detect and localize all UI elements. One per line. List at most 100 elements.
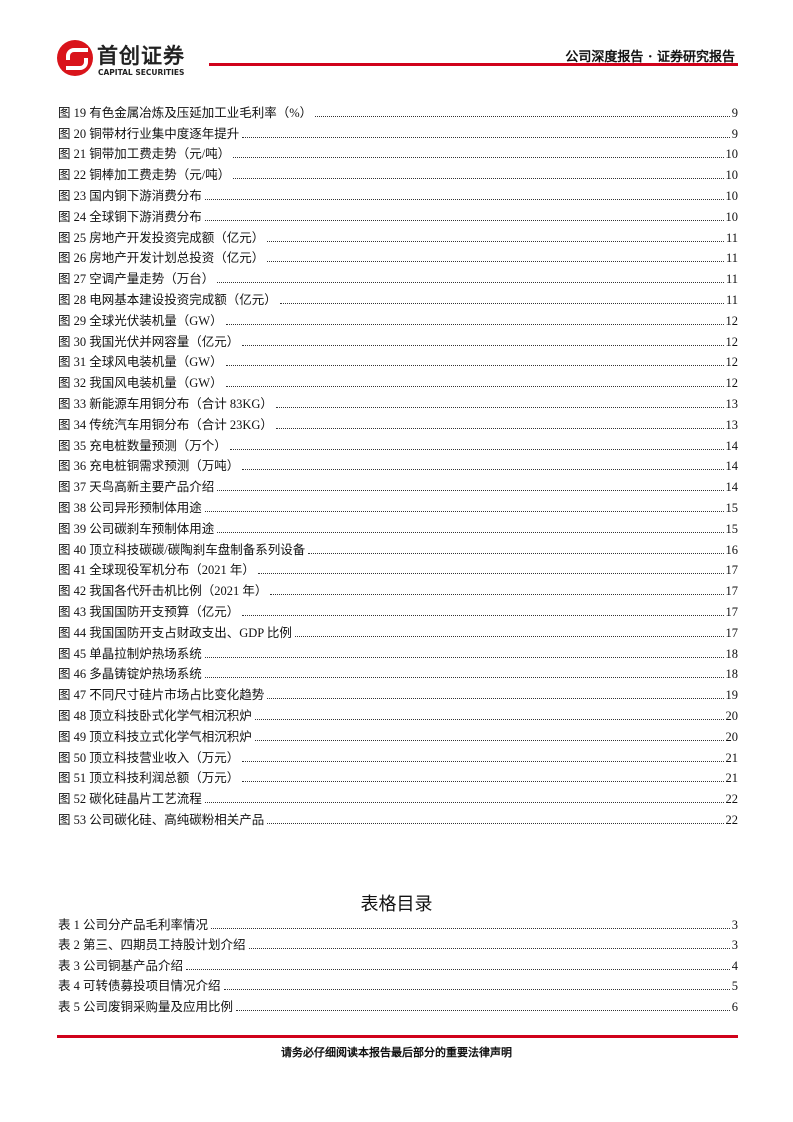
table-entry[interactable]: 表 1 公司分产品毛利率情况 3 [58,912,738,933]
entry-label: 图 49 顶立科技立式化学气相沉积炉 [58,729,252,744]
figure-entry[interactable]: 图 47 不同尺寸硅片市场占比变化趋势 19 [58,682,738,703]
logo-icon [57,40,93,76]
figure-entry[interactable]: 图 51 顶立科技利润总额（万元） 21 [58,766,738,787]
entry-label: 图 36 充电桩铜需求预测（万吨） [58,459,240,474]
entry-page-number: 18 [725,646,739,661]
entry-label: 图 50 顶立科技营业收入（万元） [58,750,240,765]
figure-entry[interactable]: 图 21 铜带加工费走势（元/吨） 10 [58,142,738,163]
dot-leader [204,219,724,221]
logo-text-cn: 首创证券 [97,44,185,68]
figure-entry[interactable]: 图 25 房地产开发投资完成额（亿元） 11 [58,225,738,246]
dot-leader [217,490,724,492]
entry-page-number: 11 [725,292,738,307]
figure-entry[interactable]: 图 29 全球光伏装机量（GW） 12 [58,308,738,329]
entry-label: 图 53 公司碳化硅、高纯碳粉相关产品 [58,812,265,827]
entry-label: 图 51 顶立科技利润总额（万元） [58,771,240,786]
dot-leader [294,635,724,637]
figure-entry[interactable]: 图 49 顶立科技立式化学气相沉积炉 20 [58,724,738,745]
figure-entry[interactable]: 图 38 公司异形预制体用途 15 [58,495,738,516]
dot-leader [236,1009,730,1011]
figure-entry[interactable]: 图 40 顶立科技碳碳/碳陶刹车盘制备系列设备 16 [58,537,738,558]
entry-page-number: 15 [725,521,739,536]
entry-label: 图 28 电网基本建设投资完成额（亿元） [58,292,277,307]
dot-leader [242,136,730,138]
entry-label: 图 19 有色金属冶炼及压延加工业毛利率（%） [58,105,313,120]
entry-page-number: 12 [725,334,739,349]
entry-label: 图 41 全球现役军机分布（2021 年） [58,563,255,578]
dot-leader [254,718,724,720]
entry-page-number: 6 [731,999,738,1014]
dot-leader [217,282,724,284]
report-type-title: 公司深度报告 · 证券研究报告 [565,50,735,65]
dot-leader [242,469,724,471]
dot-leader [248,948,730,949]
figure-entry[interactable]: 图 53 公司碳化硅、高纯碳粉相关产品 22 [58,807,738,828]
entry-page-number: 19 [725,688,739,703]
figure-entry[interactable]: 图 28 电网基本建设投资完成额（亿元） 11 [58,287,738,308]
figure-list: 图 19 有色金属冶炼及压延加工业毛利率（%） 9 图 20 铜带材行业集中度逐年提… [58,100,738,828]
figure-entry[interactable]: 图 39 公司碳刹车预制体用途 15 [58,516,738,537]
dot-leader [225,323,724,325]
entry-page-number: 11 [725,251,738,266]
figure-entry[interactable]: 图 50 顶立科技营业收入（万元） 21 [58,745,738,766]
figure-entry[interactable]: 图 24 全球铜下游消费分布 10 [58,204,738,225]
table-list-title: 表格目录 [360,894,433,915]
entry-page-number: 14 [725,480,739,495]
entry-label: 图 39 公司碳刹车预制体用途 [58,521,215,536]
figure-entry[interactable]: 图 43 我国国防开支预算（亿元） 17 [58,599,738,620]
figure-entry[interactable]: 图 41 全球现役军机分布（2021 年） 17 [58,558,738,579]
figure-entry[interactable]: 图 20 铜带材行业集中度逐年提升 9 [58,121,738,142]
entry-label: 图 25 房地产开发投资完成额（亿元） [58,230,265,245]
figure-entry[interactable]: 图 37 天鸟高新主要产品介绍 14 [58,474,738,495]
entry-page-number: 20 [725,729,739,744]
figure-entry[interactable]: 图 31 全球风电装机量（GW） 12 [58,350,738,371]
entry-label: 图 47 不同尺寸硅片市场占比变化趋势 [58,688,265,703]
entry-page-number: 14 [725,438,739,453]
dot-leader [186,968,730,970]
entry-label: 图 52 碳化硅晶片工艺流程 [58,792,202,807]
figure-entry[interactable]: 图 42 我国各代歼击机比例（2021 年） 17 [58,578,738,599]
figure-entry[interactable]: 图 52 碳化硅晶片工艺流程 22 [58,786,738,807]
dot-leader [257,573,724,575]
figure-entry[interactable]: 图 34 传统汽车用铜分布（合计 23KG） 13 [58,412,738,433]
dot-leader [204,510,724,512]
dot-leader [275,406,724,408]
table-entry[interactable]: 表 5 公司废铜采购量及应用比例 6 [58,994,738,1015]
figure-entry[interactable]: 图 36 充电桩铜需求预测（万吨） 14 [58,454,738,475]
figure-entry[interactable]: 图 33 新能源车用铜分布（合计 83KG） 13 [58,391,738,412]
figure-entry[interactable]: 图 30 我国光伏并网容量（亿元） 12 [58,329,738,350]
figure-entry[interactable]: 图 32 我国风电装机量（GW） 12 [58,370,738,391]
figure-entry[interactable]: 图 35 充电桩数量预测（万个） 14 [58,433,738,454]
table-entry[interactable]: 表 2 第三、四期员工持股计划介绍 3 [58,933,738,954]
entry-label: 图 33 新能源车用铜分布（合计 83KG） [58,396,273,411]
entry-page-number: 13 [725,417,739,432]
dot-leader [204,656,724,658]
entry-page-number: 3 [731,938,738,952]
dot-leader [225,386,724,388]
dot-leader [233,157,724,159]
figure-entry[interactable]: 图 44 我国国防开支占财政支出、GDP 比例 17 [58,620,738,641]
dot-leader [225,365,724,367]
table-entry[interactable]: 表 4 可转债募投项目情况介绍 5 [58,974,738,995]
figure-entry[interactable]: 图 22 铜棒加工费走势（元/吨） 10 [58,162,738,183]
entry-page-number: 10 [725,188,739,203]
table-entry[interactable]: 表 3 公司铜基产品介绍 4 [58,953,738,974]
entry-label: 表 2 第三、四期员工持股计划介绍 [58,938,246,952]
entry-label: 图 26 房地产开发计划总投资（亿元） [58,251,265,266]
dot-leader [315,115,730,117]
dot-leader [204,677,724,679]
figure-entry[interactable]: 图 26 房地产开发计划总投资（亿元） 11 [58,246,738,267]
footer-disclaimer: 请务必仔细阅读本报告最后部分的重要法律声明 [281,1047,512,1059]
dot-leader [204,802,724,804]
figure-entry[interactable]: 图 48 顶立科技卧式化学气相沉积炉 20 [58,703,738,724]
dot-leader [267,698,724,700]
figure-entry[interactable]: 图 27 空调产量走势（万台） 11 [58,266,738,287]
dot-leader [242,781,724,783]
figure-entry[interactable]: 图 23 国内铜下游消费分布 10 [58,183,738,204]
entry-page-number: 15 [725,500,739,515]
figure-entry[interactable]: 图 19 有色金属冶炼及压延加工业毛利率（%） 9 [58,100,738,121]
entry-label: 表 5 公司废铜采购量及应用比例 [58,999,234,1014]
entry-label: 图 24 全球铜下游消费分布 [58,209,202,224]
figure-entry[interactable]: 图 45 单晶拉制炉热场系统 18 [58,641,738,662]
figure-entry[interactable]: 图 46 多晶铸锭炉热场系统 18 [58,662,738,683]
